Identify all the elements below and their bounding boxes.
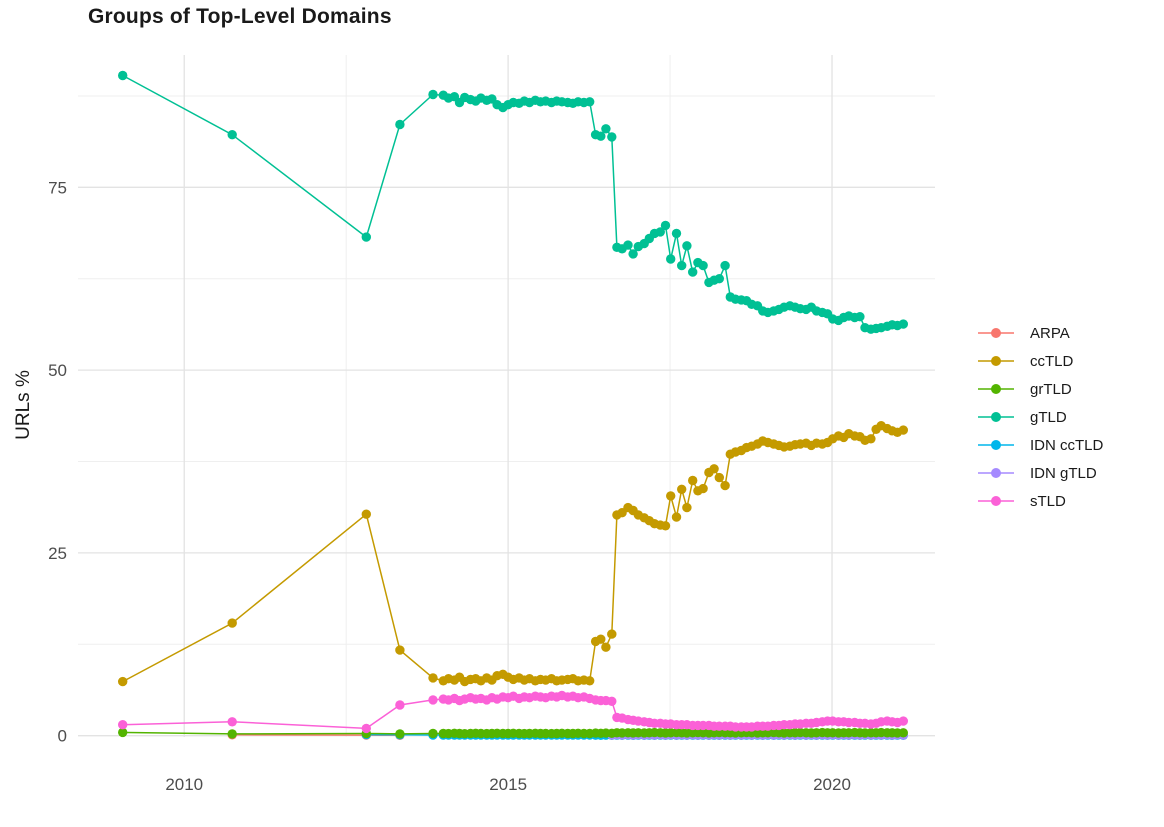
series-grtld-point — [227, 729, 237, 739]
series-gtld-point — [118, 70, 128, 81]
series-gtld-point — [628, 249, 638, 259]
series-grtld — [118, 727, 908, 739]
series-cctld-point — [698, 483, 708, 494]
legend-item-cctld: ccTLD — [978, 347, 1103, 375]
legend-item-arpa: ARPA — [978, 319, 1103, 347]
series-gtld — [118, 70, 908, 334]
series-gtld-point — [585, 97, 595, 107]
legend-swatch-grtld-icon — [978, 384, 1014, 394]
x-tick-label: 2020 — [813, 775, 851, 794]
series-gtld-point — [698, 260, 708, 271]
series-gtld-point — [227, 130, 237, 140]
series-gtld-point — [666, 254, 676, 264]
series-cctld-point — [660, 521, 671, 531]
series-cctld-point — [666, 491, 676, 501]
series-gtld-point — [655, 227, 665, 237]
series-cctld-point — [688, 475, 698, 486]
x-tick-label: 2010 — [165, 775, 203, 794]
legend-swatch-arpa-icon — [978, 328, 1014, 338]
legend-label: ARPA — [1030, 324, 1070, 342]
series-stld-point — [361, 723, 371, 734]
series-cctld-point — [720, 480, 730, 491]
series-stld-point — [428, 695, 438, 705]
series-gtld-point — [623, 240, 633, 250]
series-cctld-point — [428, 673, 438, 683]
series-cctld-point — [671, 512, 682, 522]
series-grtld-point — [395, 729, 405, 739]
legend-label: sTLD — [1030, 492, 1066, 510]
series-gtld-point — [395, 119, 405, 130]
series-gtld-point — [682, 241, 692, 251]
legend-label: gTLD — [1030, 408, 1067, 426]
series-gtld-point — [601, 124, 611, 134]
series-stld-point — [395, 700, 405, 710]
series-stld-point — [607, 696, 617, 706]
legend-item-idn-gtld: IDN gTLD — [978, 459, 1103, 487]
legend-label: IDN gTLD — [1030, 464, 1097, 482]
series-cctld-point — [898, 425, 908, 435]
legend-item-gtld: gTLD — [978, 403, 1103, 431]
y-tick-label: 50 — [48, 361, 67, 380]
legend-item-idn-cctld: IDN ccTLD — [978, 431, 1103, 459]
series-cctld-point — [607, 629, 617, 639]
legend-label: ccTLD — [1030, 352, 1074, 370]
legend-swatch-gtld-icon — [978, 412, 1014, 422]
series-stld-point — [227, 717, 237, 727]
series-gtld-point — [720, 260, 730, 271]
series-cctld-point — [866, 434, 876, 444]
series-cctld-point — [361, 509, 371, 519]
legend-item-grtld: grTLD — [978, 375, 1103, 403]
series-gtld-point — [898, 319, 908, 329]
series-gtld-point — [671, 228, 682, 239]
chart-title: Groups of Top-Level Domains — [88, 5, 392, 28]
series-gtld-point — [714, 274, 724, 284]
series-cctld — [118, 421, 908, 687]
series-stld — [118, 690, 908, 734]
legend-label: grTLD — [1030, 380, 1072, 398]
series-cctld-point — [395, 645, 405, 655]
series-gtld-point — [855, 312, 865, 322]
series-gtld-point — [660, 220, 671, 231]
series-cctld-point — [596, 634, 606, 644]
series-grtld-point — [898, 728, 908, 738]
series-gtld-point — [428, 89, 438, 100]
series-gtld-point — [361, 232, 371, 242]
y-tick-label: 75 — [48, 178, 67, 197]
series-gtld-point — [596, 131, 606, 141]
series-gtld-point — [688, 267, 698, 277]
series-stld-point — [898, 716, 908, 726]
series-cctld-point — [677, 484, 687, 494]
series-cctld-point — [682, 502, 692, 513]
legend-item-stld: sTLD — [978, 487, 1103, 515]
legend-swatch-idn-gtld-icon — [978, 468, 1014, 478]
series-cctld-point — [118, 676, 128, 687]
series-cctld-line — [122, 424, 904, 683]
legend-swatch-idn-cctld-icon — [978, 440, 1014, 450]
series-cctld-point — [601, 642, 611, 652]
legend-label: IDN ccTLD — [1030, 436, 1104, 454]
series-cctld-point — [714, 472, 724, 483]
y-tick-label: 0 — [58, 727, 67, 746]
legend-swatch-stld-icon — [978, 496, 1014, 506]
series-grtld-point — [118, 727, 128, 738]
series-cctld-point — [585, 676, 595, 686]
x-tick-label: 2015 — [489, 775, 527, 794]
series-cctld-point — [709, 464, 719, 474]
series-gtld-point — [607, 132, 617, 142]
series-gtld-point — [677, 260, 687, 271]
series-gtld-line — [122, 74, 904, 330]
series-stld-point — [118, 720, 128, 730]
legend-swatch-cctld-icon — [978, 356, 1014, 366]
series-grtld-point — [428, 728, 438, 739]
y-tick-label: 25 — [48, 544, 67, 563]
series-cctld-point — [227, 618, 237, 628]
legend: ARPA ccTLD grTLD gTLD IDN ccTLD IDN gTLD sTLD — [978, 319, 1103, 515]
